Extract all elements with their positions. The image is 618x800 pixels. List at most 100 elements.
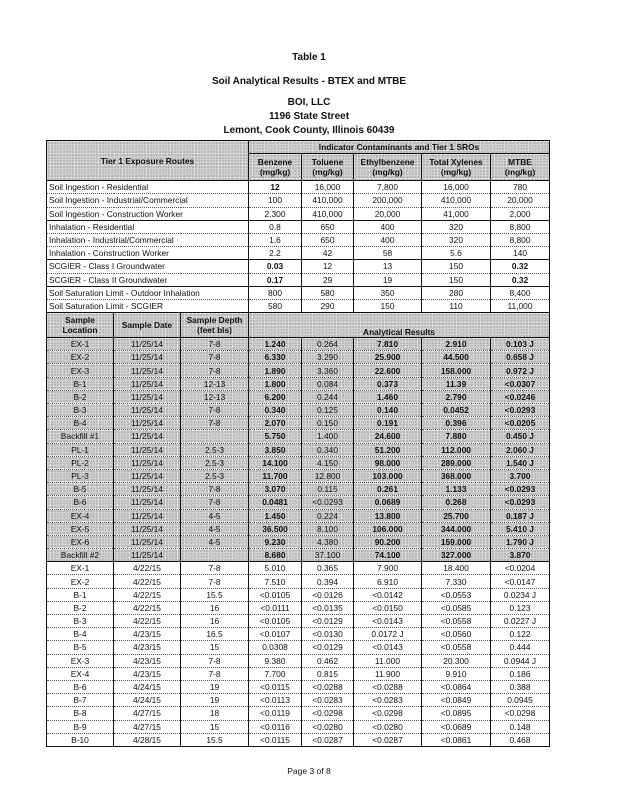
sample-depth: 12-13	[180, 390, 249, 405]
sample-depth: 4-5	[180, 535, 249, 550]
result-value: 2.070	[248, 416, 302, 431]
sro-value: 2.2	[248, 246, 302, 261]
sro-value: 110	[421, 299, 491, 314]
sample-location: B-3	[46, 614, 114, 629]
sample-depth: 4-5	[180, 522, 249, 536]
sro-value: 8,800	[490, 233, 550, 248]
sample-location: B-4	[46, 416, 114, 431]
result-value: 1.800	[248, 377, 302, 391]
sample-location: EX-4	[46, 667, 114, 681]
sample-header-row: Sample Location Sample Date Sample Depth (…	[46, 312, 550, 338]
exposure-route: Soil Ingestion - Industrial/Commercial	[46, 193, 249, 208]
sample-depth: 12-13	[180, 377, 249, 391]
result-value: <0.0107	[248, 627, 302, 642]
sample-date: 4/27/15	[113, 706, 181, 721]
analytical-results-header: Analytical Results	[248, 312, 550, 338]
sample-location: PL-2	[46, 456, 114, 470]
result-value: 0.815	[301, 667, 354, 681]
table-number: Table 1	[292, 52, 326, 63]
result-value: 0.396	[421, 416, 491, 431]
sample-row: B-7 4/24/15 19 <0.0113 <0.0283 <0.0283 <0.0849…	[46, 693, 550, 708]
sro-value: 400	[353, 233, 422, 248]
result-value: 11.900	[353, 667, 422, 681]
result-value: 7.330	[421, 574, 491, 589]
sample-row: B-4 4/23/15 16.5 <0.0107 <0.0130 0.0172 J <0.0…	[46, 627, 550, 642]
result-value: <0.0585	[421, 601, 491, 616]
result-value: 0.462	[301, 654, 354, 668]
sample-location: B-7	[46, 693, 114, 708]
sample-date: 4/27/15	[113, 720, 181, 734]
result-value: 0.264	[301, 337, 354, 352]
sro-value: 8,400	[490, 285, 550, 300]
sro-value: 350	[353, 285, 422, 300]
sample-row: B-5 11/25/14 7-8 3.070 0.115 0.261 1.133 <0.029…	[46, 482, 550, 497]
result-value: 368.000	[421, 469, 491, 484]
result-value: 36.500	[248, 522, 302, 536]
result-value: <0.0280	[353, 720, 422, 734]
result-value: 0.123	[490, 601, 550, 616]
result-value: 289.000	[421, 456, 491, 470]
sro-value: 140	[490, 246, 550, 261]
header-columns-row: Benzene (mg/kg) Toluene (mg/kg) Ethylbenze…	[47, 153, 550, 181]
sample-date: 11/25/14	[113, 469, 181, 484]
result-value: <0.0105	[248, 614, 302, 629]
result-value: 0.115	[301, 482, 354, 497]
result-value: <0.0119	[248, 706, 302, 721]
column-header: Toluene (mg/kg)	[301, 153, 354, 181]
exposure-route: Inhalation - Residential	[46, 219, 249, 234]
sample-row: B-8 4/27/15 18 <0.0119 <0.0298 <0.0298 <0.0895…	[46, 706, 550, 721]
sample-depth	[180, 429, 249, 444]
result-value: 98.000	[353, 456, 422, 470]
sro-value: 0.32	[490, 273, 550, 287]
result-value: <0.0129	[301, 614, 354, 629]
result-value: 327.000	[421, 548, 491, 563]
result-value: 0.658 J	[490, 350, 550, 365]
sample-date: 11/25/14	[113, 482, 181, 497]
sample-depth: 16	[180, 601, 249, 616]
result-value: <0.0293	[490, 403, 550, 418]
result-value: 7.700	[248, 667, 302, 681]
result-value: <0.0864	[421, 680, 491, 695]
result-value: 2.060 J	[490, 443, 550, 457]
sample-location: B-5	[46, 482, 114, 497]
result-value: 18.400	[421, 561, 491, 576]
sro-value: 20,000	[353, 207, 422, 221]
sample-location: EX-4	[46, 509, 114, 523]
result-value: <0.0298	[353, 706, 422, 721]
sample-date: 4/23/15	[113, 654, 181, 668]
sro-row: SCGIER - Class II Groundwater 0.17 29 19 150…	[46, 273, 550, 287]
sro-value: 12	[301, 259, 354, 274]
sro-value: 58	[353, 246, 422, 261]
result-value: 1.133	[421, 482, 491, 497]
result-value: 9.230	[248, 535, 302, 550]
sro-row: Soil Ingestion - Residential 12 16,000 7,80…	[46, 180, 550, 195]
sample-depth: 15	[180, 720, 249, 734]
result-value: <0.0135	[301, 601, 354, 616]
sro-row: Inhalation - Industrial/Commercial 1.6 650…	[46, 233, 550, 248]
result-value: <0.0293	[490, 495, 550, 510]
sample-row: B-3 11/25/14 7-8 0.340 0.125 0.140 0.0452 <0.02…	[46, 403, 550, 418]
result-value: <0.0288	[301, 680, 354, 695]
sample-date: 11/25/14	[113, 337, 181, 352]
sample-row: EX-6 11/25/14 4-5 9.230 4.380 90.200 159.000 1.…	[46, 535, 550, 550]
sample-date: 4/23/15	[113, 640, 181, 655]
exposure-route: Soil Ingestion - Construction Worker	[46, 207, 249, 221]
sro-value: 8,800	[490, 219, 550, 234]
sample-date: 4/23/15	[113, 667, 181, 681]
sample-row: EX-1 11/25/14 7-8 1.240 0.264 7.810 2.910 0.103…	[46, 337, 550, 352]
result-value: 103.000	[353, 469, 422, 484]
sample-depth: 7-8	[180, 561, 249, 576]
sample-location: EX-6	[46, 535, 114, 550]
sro-value: 11,000	[490, 299, 550, 314]
sample-date: 11/25/14	[113, 390, 181, 405]
result-value: 1.460	[353, 390, 422, 405]
sample-depth: 19	[180, 693, 249, 708]
sro-value: 580	[248, 299, 302, 314]
result-value: <0.0150	[353, 601, 422, 616]
sample-row: B-1 4/22/15 15.5 <0.0105 <0.0126 <0.0142 <0.05…	[46, 588, 550, 602]
result-value: 11.700	[248, 469, 302, 484]
result-value: 0.0172 J	[353, 627, 422, 642]
sro-value: 650	[301, 233, 354, 248]
sro-row: Soil Saturation Limit - SCGIER 580 290 150 1…	[46, 299, 550, 314]
result-value: 0.373	[353, 377, 422, 391]
